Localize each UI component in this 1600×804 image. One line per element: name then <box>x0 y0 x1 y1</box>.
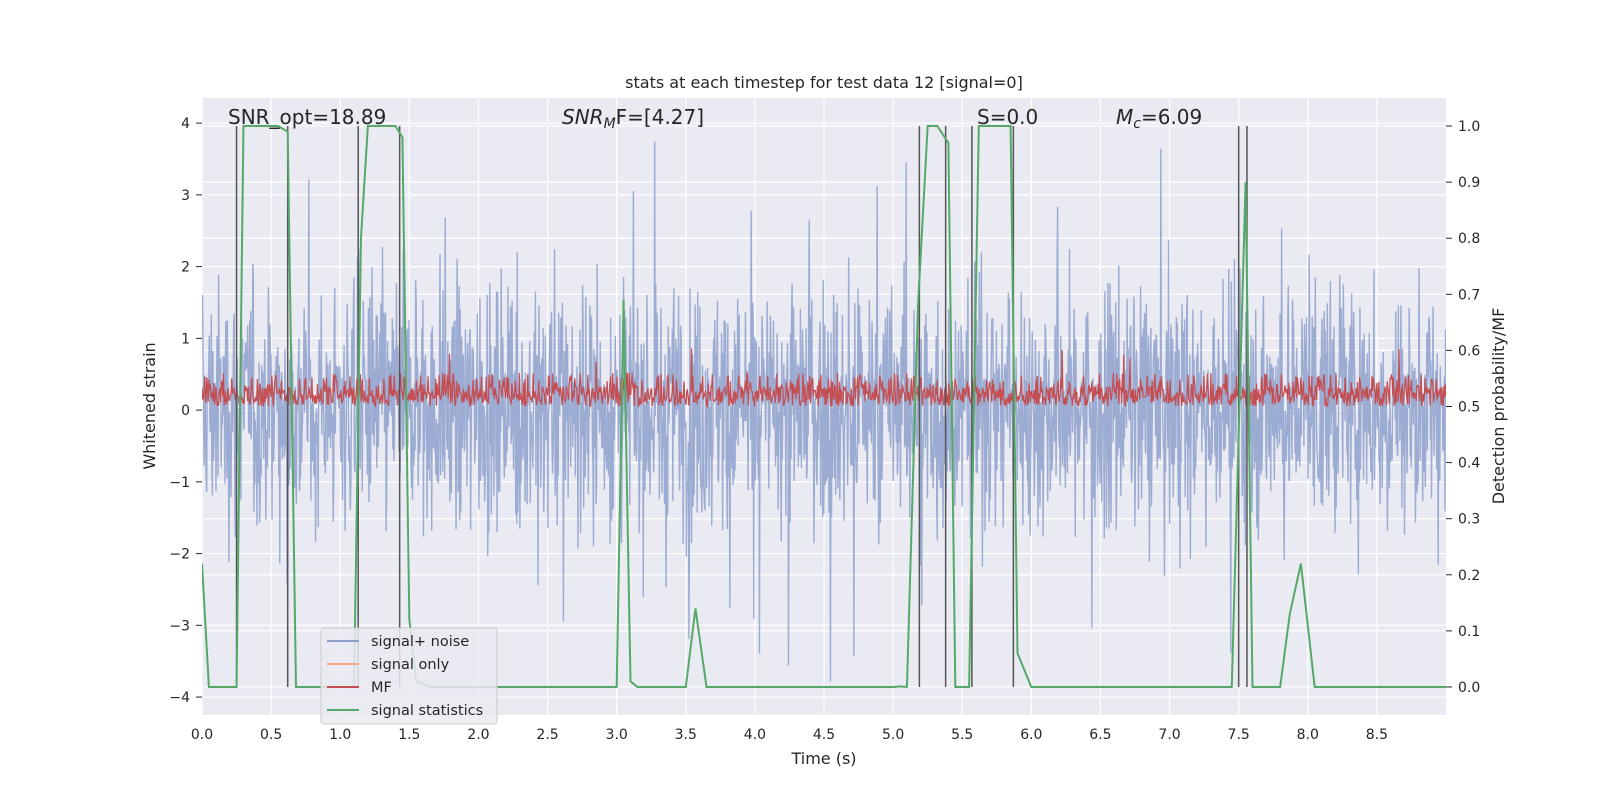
y-right-tick-label-9: 0.9 <box>1458 175 1480 191</box>
y-right-tick-label-8: 0.8 <box>1458 231 1480 247</box>
series-line-signal-statistics <box>202 125 1446 689</box>
x-tick-label-16: 8.0 <box>1297 727 1319 743</box>
y-axis-left-label: Whitened strain <box>140 342 159 469</box>
annotation-snr-mf-sub: M <box>604 116 616 132</box>
y-right-tick-label-2: 0.2 <box>1458 568 1480 584</box>
x-tick-label-5: 2.5 <box>536 727 558 743</box>
annotation-snr-mf: SNRMF=[4.27] <box>562 105 704 132</box>
y-right-tick-label-3: 0.3 <box>1458 512 1480 528</box>
y-left-tick-label-0: −4 <box>169 690 190 706</box>
legend-label-signal-noise: signal+ noise <box>371 634 469 650</box>
x-tick-label-3: 1.5 <box>398 727 420 743</box>
annotation-mc-prefix: M <box>1116 105 1133 129</box>
annotation-snr-mf-prefix: SNR <box>562 105 604 129</box>
signal-statistics-series <box>202 125 1446 689</box>
x-tick-label-8: 4.0 <box>744 727 766 743</box>
legend-label-signal-statistics: signal statistics <box>371 703 483 719</box>
legend-box <box>320 627 498 725</box>
y-left-tick-label-3: −1 <box>169 475 190 491</box>
x-tick-label-13: 6.5 <box>1089 727 1111 743</box>
y-right-tick-label-6: 0.6 <box>1458 343 1480 359</box>
y-axis-left-ticks: −4 −3 −2 −1 0 1 2 3 4 <box>169 116 202 706</box>
y-left-tick-label-5: 1 <box>181 331 190 347</box>
y-right-tick-label-4: 0.4 <box>1458 456 1480 472</box>
x-tick-label-9: 4.5 <box>813 727 835 743</box>
x-tick-label-10: 5.0 <box>882 727 904 743</box>
y-right-tick-label-5: 0.5 <box>1458 400 1480 416</box>
x-tick-label-11: 5.5 <box>951 727 973 743</box>
x-axis-label: Time (s) <box>790 749 856 768</box>
x-tick-label-6: 3.0 <box>606 727 628 743</box>
y-left-tick-label-6: 2 <box>181 260 190 276</box>
y-left-tick-label-7: 3 <box>181 188 190 204</box>
annotation-mc: Mc=6.09 <box>1116 105 1202 132</box>
x-tick-label-12: 6.0 <box>1020 727 1042 743</box>
chart-title: stats at each timestep for test data 12 … <box>625 73 1023 92</box>
y-right-tick-label-1: 0.1 <box>1458 624 1480 640</box>
x-tick-label-2: 1.0 <box>329 727 351 743</box>
y-left-tick-label-4: 0 <box>181 403 190 419</box>
y-right-tick-label-7: 0.7 <box>1458 287 1480 303</box>
x-tick-label-17: 8.5 <box>1366 727 1388 743</box>
x-tick-label-0: 0.0 <box>191 727 213 743</box>
x-tick-label-4: 2.0 <box>467 727 489 743</box>
annotation-snr-mf-rest: F=[4.27] <box>616 105 704 129</box>
y-left-tick-label-1: −3 <box>169 618 190 634</box>
annotation-mc-sub: c <box>1133 116 1141 132</box>
x-axis-ticks: 0.0 0.5 1.0 1.5 2.0 2.5 3.0 3.5 4.0 4.5 5.0 5.5 6.0 6… <box>191 727 1388 743</box>
y-left-tick-label-2: −2 <box>169 547 190 563</box>
x-tick-label-15: 7.5 <box>1228 727 1250 743</box>
y-axis-right-ticks: 0.0 0.1 0.2 0.3 0.4 0.5 0.6 0.7 0.8 0.9 1.0 <box>1446 119 1480 696</box>
legend-label-signal-only: signal only <box>371 657 450 673</box>
annotation-s-value: S=0.0 <box>977 105 1038 129</box>
y-left-tick-label-8: 4 <box>181 116 190 132</box>
x-tick-label-7: 3.5 <box>675 727 697 743</box>
x-tick-label-14: 7.0 <box>1158 727 1180 743</box>
legend-label-mf: MF <box>371 680 392 696</box>
annotation-snr-opt: SNR_opt=18.89 <box>228 105 386 129</box>
annotation-mc-rest: =6.09 <box>1141 105 1202 129</box>
x-tick-label-1: 0.5 <box>260 727 282 743</box>
y-right-tick-label-10: 1.0 <box>1458 119 1480 135</box>
y-right-tick-label-0: 0.0 <box>1458 680 1480 696</box>
y-axis-right-label: Detection probability/MF <box>1489 308 1508 505</box>
legend: signal+ noise signal only MF signal stat… <box>320 627 498 725</box>
